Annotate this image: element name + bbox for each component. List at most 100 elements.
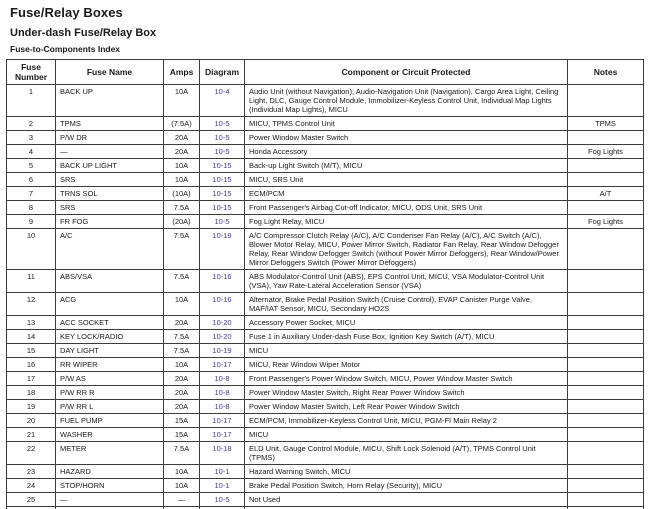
amps-cell: (10A) <box>163 186 200 201</box>
section-heading: Fuse-to-Components Index <box>10 44 121 54</box>
amps-cell: (20A) <box>163 214 200 229</box>
fuse-name-cell: ABS/VSA <box>55 269 164 293</box>
amps-cell: 15A <box>163 413 200 428</box>
fuse-number-cell: 24 <box>6 478 56 493</box>
fuse-number-cell: 3 <box>6 130 56 145</box>
diagram-page-link[interactable]: 10-1 <box>214 481 230 490</box>
amps-cell: 20A <box>163 399 200 414</box>
table-row: 21 WASHER 15A 10-17 MICU <box>6 427 644 442</box>
diagram-page-link[interactable]: 10-20 <box>212 318 232 327</box>
amps-cell: 15A <box>163 427 200 442</box>
notes-cell <box>567 84 644 117</box>
amps-cell: 10A <box>163 172 200 187</box>
component-cell: Audio Unit (without Navigation), Audio-N… <box>244 84 568 117</box>
diagram-page-link[interactable]: 10-19 <box>212 231 232 240</box>
diagram-page-link[interactable]: 10-15 <box>212 189 232 198</box>
diagram-cell: 10-8 <box>199 385 245 400</box>
table-row: 4 — 20A 10-5 Honda Accessory Fog Lights <box>6 144 644 159</box>
diagram-cell: 10-5 <box>199 130 245 145</box>
fuse-number-cell: 12 <box>6 292 56 316</box>
diagram-page-link[interactable]: 10-16 <box>212 295 232 304</box>
diagram-cell: 10-5 <box>199 116 245 131</box>
diagram-page-link[interactable]: 10-18 <box>212 444 232 453</box>
diagram-page-link[interactable]: 10-8 <box>214 388 230 397</box>
fuse-name-cell: DAY LIGHT <box>55 343 164 358</box>
fuse-name-cell: ACG <box>55 292 164 316</box>
fuse-name-cell: TRNS SOL <box>55 186 164 201</box>
fuse-number-cell: 11 <box>6 269 56 293</box>
fuse-name-cell: FR FOG <box>55 214 164 229</box>
component-cell: ECM/PCM, Immobilizer-Keyless Control Uni… <box>244 413 568 428</box>
diagram-page-link[interactable]: 10-20 <box>212 332 232 341</box>
diagram-page-link[interactable]: 10-8 <box>214 402 230 411</box>
notes-cell <box>567 158 644 173</box>
table-row: 24 STOP/HORN 10A 10-1 Brake Pedal Positi… <box>6 478 644 493</box>
diagram-page-link[interactable]: 10-15 <box>212 175 232 184</box>
component-cell: MICU, SRS Unit <box>244 172 568 187</box>
diagram-cell: 10-15 <box>199 172 245 187</box>
diagram-page-link[interactable]: 10-4 <box>214 87 230 96</box>
table-header-row: Fuse Number Fuse Name Amps Diagram Compo… <box>6 59 644 85</box>
diagram-page-link[interactable]: 10-5 <box>214 217 230 226</box>
diagram-cell: 10-15 <box>199 200 245 215</box>
component-cell: Back-up Light Switch (M/T), MICU <box>244 158 568 173</box>
fuse-name-cell: TPMS <box>55 116 164 131</box>
diagram-cell: 10-5 <box>199 214 245 229</box>
diagram-page-link[interactable]: 10-15 <box>212 161 232 170</box>
component-cell: ABS Modulator-Control Unit (ABS), EPS Co… <box>244 269 568 293</box>
table-row: 14 KEY LOCK/RADIO 7.5A 10-20 Fuse 1 in A… <box>6 329 644 344</box>
table-row: 18 P/W RR R 20A 10-8 Power Window Master… <box>6 385 644 400</box>
diagram-page-link[interactable]: 10-5 <box>214 147 230 156</box>
notes-cell <box>567 329 644 344</box>
component-cell: Front Passenger's Power Window Switch, M… <box>244 371 568 386</box>
notes-cell <box>567 385 644 400</box>
diagram-page-link[interactable]: 10-16 <box>212 272 232 281</box>
diagram-page-link[interactable]: 10-19 <box>212 346 232 355</box>
diagram-page-link[interactable]: 10-17 <box>212 430 232 439</box>
diagram-page-link[interactable]: 10-1 <box>214 467 230 476</box>
notes-cell <box>567 371 644 386</box>
amps-cell: 20A <box>163 385 200 400</box>
fuse-number-cell: 21 <box>6 427 56 442</box>
diagram-cell: 10-16 <box>199 292 245 316</box>
fuse-number-cell: 18 <box>6 385 56 400</box>
diagram-cell: 10-1 <box>199 464 245 479</box>
diagram-cell: 10-8 <box>199 399 245 414</box>
notes-cell <box>567 413 644 428</box>
col-header-amps: Amps <box>163 59 200 85</box>
amps-cell: 10A <box>163 478 200 493</box>
fuse-name-cell: P/W RR L <box>55 399 164 414</box>
fuse-name-cell: — <box>55 492 164 507</box>
notes-cell <box>567 478 644 493</box>
table-row: 17 P/W AS 20A 10-8 Front Passenger's Pow… <box>6 371 644 386</box>
diagram-cell: 10-20 <box>199 315 245 330</box>
fuse-number-cell: 19 <box>6 399 56 414</box>
component-cell: MICU, TPMS Control Unit <box>244 116 568 131</box>
fuse-name-cell: RR WIPER <box>55 357 164 372</box>
diagram-page-link[interactable]: 10-5 <box>214 495 230 504</box>
table-row: 11 ABS/VSA 7.5A 10-16 ABS Modulator-Cont… <box>6 269 644 293</box>
notes-cell <box>567 292 644 316</box>
diagram-page-link[interactable]: 10-15 <box>212 203 232 212</box>
notes-cell <box>567 172 644 187</box>
table-row: 1 BACK UP 10A 10-4 Audio Unit (without N… <box>6 84 644 117</box>
diagram-page-link[interactable]: 10-17 <box>212 416 232 425</box>
fuse-table-body: 1 BACK UP 10A 10-4 Audio Unit (without N… <box>6 84 644 509</box>
diagram-page-link[interactable]: 10-5 <box>214 119 230 128</box>
diagram-page-link[interactable]: 10-17 <box>212 360 232 369</box>
fuse-number-cell: 5 <box>6 158 56 173</box>
fuse-index-table: Fuse Number Fuse Name Amps Diagram Compo… <box>6 59 644 509</box>
notes-cell <box>567 228 644 270</box>
table-row: 12 ACG 10A 10-16 Alternator, Brake Pedal… <box>6 292 644 316</box>
table-row: 23 HAZARD 10A 10-1 Hazard Warning Switch… <box>6 464 644 479</box>
diagram-cell: 10-18 <box>199 441 245 465</box>
amps-cell: — <box>163 492 200 507</box>
page-title: Fuse/Relay Boxes <box>10 5 123 20</box>
fuse-name-cell: SRS <box>55 200 164 215</box>
notes-cell <box>567 427 644 442</box>
col-header-component: Component or Circuit Protected <box>244 59 568 85</box>
diagram-page-link[interactable]: 10-5 <box>214 133 230 142</box>
diagram-page-link[interactable]: 10-8 <box>214 374 230 383</box>
component-cell: ECM/PCM <box>244 186 568 201</box>
